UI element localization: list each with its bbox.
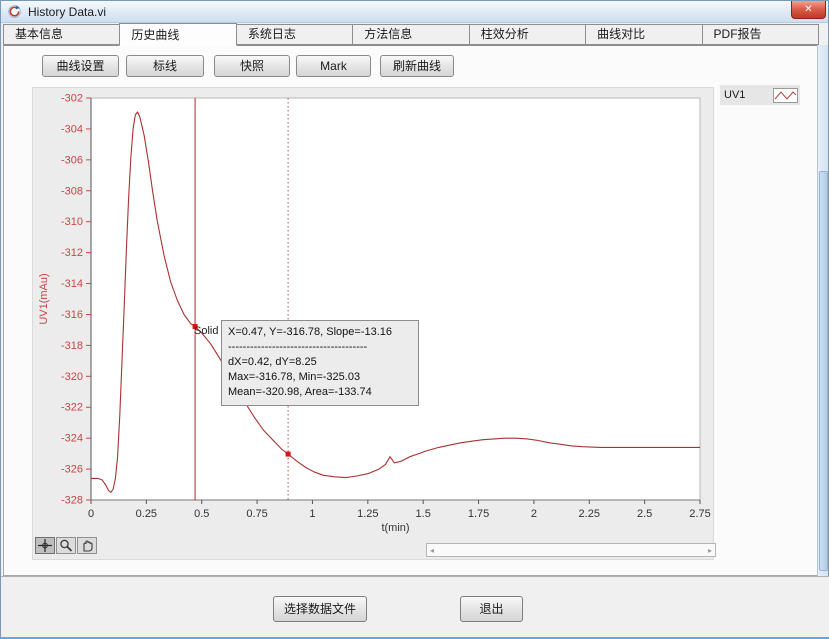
legend-plot-name: UV1 [724,89,746,101]
y-tick-label: -324 [61,433,83,445]
x-tick-label: 1.25 [357,508,378,520]
y-tick-label: -320 [61,371,83,383]
x-tick-label: 0 [88,508,94,520]
y-tick-label: -304 [61,123,83,135]
chart-horizontal-scrollbar[interactable]: ◂ ▸ [426,543,716,557]
plot-area [90,97,701,501]
line-sample-icon [774,90,797,100]
window-title: History Data.vi [28,5,107,19]
cursor-marker-dashed [285,451,291,457]
tooltip-mean-area: Mean=-320.98, Area=-133.74 [228,386,372,398]
snapshot-button[interactable]: 快照 [214,55,290,77]
x-tick-label: 0.5 [194,508,209,520]
close-button[interactable]: ✕ [791,1,826,19]
x-axis-label: t(min) [381,522,409,534]
tab-method-info[interactable]: 方法信息 [352,24,470,45]
x-tick-label: 2.5 [637,508,652,520]
plot-legend[interactable]: UV1 [720,85,800,105]
scroll-left-arrow-icon[interactable]: ◂ [430,546,435,555]
y-tick-label: -314 [61,278,83,290]
x-tick-label: 2.25 [579,508,600,520]
tab-basic-info[interactable]: 基本信息 [3,24,121,45]
window-vertical-scrollbar[interactable] [817,45,828,576]
x-tick-label: 0.75 [246,508,267,520]
tooltip-dx-dy: dX=0.42, dY=8.25 [228,356,317,368]
y-tick-label: -306 [61,154,83,166]
tab-pdf-report[interactable]: PDF报告 [701,24,819,45]
cursor-tool-button[interactable] [35,537,55,554]
scroll-right-arrow-icon[interactable]: ▸ [707,546,712,555]
y-tick-label: -326 [61,464,83,476]
graph-palette [35,537,97,554]
tab-history-curve[interactable]: 历史曲线 [119,23,237,46]
y-tick-label: -308 [61,185,83,197]
y-tick-label: -318 [61,340,83,352]
y-tick-label: -328 [61,495,83,507]
x-tick-label: 1.5 [416,508,431,520]
cursor-tooltip[interactable]: X=0.47, Y=-316.78, Slope=-13.16 --------… [221,320,419,406]
cursor-name-label: Solid [194,325,219,337]
curve-settings-button[interactable]: 曲线设置 [42,55,119,77]
pan-tool-button[interactable] [77,537,97,554]
y-tick-label: -310 [61,216,83,228]
vertical-scrollbar-thumb[interactable] [819,171,828,571]
tab-bar: 基本信息 历史曲线 系统日志 方法信息 柱效分析 曲线对比 PDF报告 [3,23,819,46]
tab-curve-compare[interactable]: 曲线对比 [585,24,703,45]
cursor-marker-solid [192,324,198,330]
x-tick-label: 2.75 [689,508,710,520]
history-chart[interactable]: -302 -304 -306 -308 -310 -312 -314 -316 -318 -320… [33,88,715,561]
footer-bar: 选择数据文件 退出 [1,576,829,637]
y-tick-label: -312 [61,247,83,259]
labview-app-icon [8,5,21,18]
tooltip-max-min: Max=-316.78, Min=-325.03 [228,371,361,383]
tab-system-log[interactable]: 系统日志 [235,24,354,45]
y-axis-label: UV1(mAu) [38,273,50,324]
title-bar[interactable]: History Data.vi [1,1,828,23]
history-curve-page: 曲线设置 标线 快照 Mark 刷新曲线 -302 -304 -306 -308 -31… [3,45,819,576]
marker-line-button[interactable]: 标线 [126,55,204,77]
hand-icon [83,540,93,552]
y-tick-label: -322 [61,402,83,414]
refresh-curve-button[interactable]: 刷新曲线 [380,55,454,77]
tooltip-divider: -------------------------------------- [228,341,368,353]
crosshair-icon [38,539,52,552]
y-tick-label: -316 [61,309,83,321]
plot-line-UV1 [91,111,700,493]
zoom-tool-button[interactable] [56,537,76,554]
legend-line-sample[interactable] [773,87,798,103]
x-tick-label: 1 [309,508,315,520]
x-tick-label: 2 [531,508,537,520]
tab-column-efficiency[interactable]: 柱效分析 [468,24,587,45]
x-tick-label: 1.75 [468,508,489,520]
select-data-file-button[interactable]: 选择数据文件 [273,596,367,622]
mark-button[interactable]: Mark [296,55,371,77]
magnifier-icon [60,539,73,552]
y-tick-label: -302 [61,93,83,105]
tooltip-xy-slope: X=0.47, Y=-316.78, Slope=-13.16 [228,326,393,338]
chart-panel: -302 -304 -306 -308 -310 -312 -314 -316 -318 -320… [32,87,716,561]
exit-button[interactable]: 退出 [460,596,523,622]
x-tick-label: 0.25 [136,508,157,520]
